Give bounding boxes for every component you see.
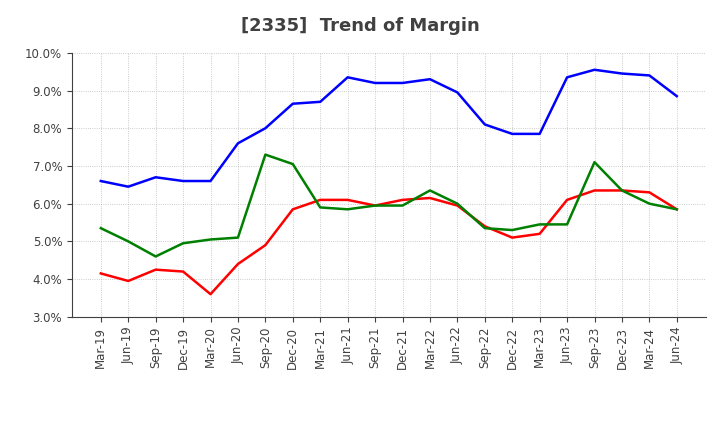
Net Income: [316, 197, 325, 202]
Operating Cashflow: [536, 222, 544, 227]
Operating Cashflow: [206, 237, 215, 242]
Ordinary Income: [398, 81, 407, 86]
Ordinary Income: [645, 73, 654, 78]
Net Income: [453, 203, 462, 208]
Net Income: [343, 197, 352, 202]
Ordinary Income: [96, 178, 105, 183]
Operating Cashflow: [453, 201, 462, 206]
Text: [2335]  Trend of Margin: [2335] Trend of Margin: [240, 18, 480, 35]
Net Income: [618, 188, 626, 193]
Operating Cashflow: [124, 239, 132, 244]
Net Income: [645, 190, 654, 195]
Net Income: [96, 271, 105, 276]
Operating Cashflow: [563, 222, 572, 227]
Ordinary Income: [151, 175, 160, 180]
Ordinary Income: [480, 122, 489, 127]
Ordinary Income: [289, 101, 297, 106]
Operating Cashflow: [316, 205, 325, 210]
Operating Cashflow: [289, 161, 297, 167]
Net Income: [563, 197, 572, 202]
Operating Cashflow: [179, 241, 187, 246]
Operating Cashflow: [426, 188, 434, 193]
Ordinary Income: [343, 75, 352, 80]
Operating Cashflow: [151, 254, 160, 259]
Line: Net Income: Net Income: [101, 191, 677, 294]
Net Income: [124, 279, 132, 284]
Net Income: [426, 195, 434, 201]
Ordinary Income: [206, 178, 215, 183]
Operating Cashflow: [590, 160, 599, 165]
Operating Cashflow: [233, 235, 242, 240]
Net Income: [179, 269, 187, 274]
Net Income: [398, 197, 407, 202]
Operating Cashflow: [398, 203, 407, 208]
Net Income: [151, 267, 160, 272]
Operating Cashflow: [645, 201, 654, 206]
Ordinary Income: [233, 141, 242, 146]
Ordinary Income: [672, 94, 681, 99]
Ordinary Income: [536, 131, 544, 136]
Operating Cashflow: [672, 207, 681, 212]
Operating Cashflow: [261, 152, 270, 157]
Operating Cashflow: [480, 226, 489, 231]
Net Income: [261, 242, 270, 248]
Ordinary Income: [508, 131, 516, 136]
Operating Cashflow: [371, 203, 379, 208]
Net Income: [536, 231, 544, 236]
Net Income: [233, 261, 242, 267]
Ordinary Income: [371, 81, 379, 86]
Net Income: [508, 235, 516, 240]
Net Income: [206, 292, 215, 297]
Net Income: [672, 207, 681, 212]
Line: Ordinary Income: Ordinary Income: [101, 70, 677, 187]
Net Income: [590, 188, 599, 193]
Ordinary Income: [124, 184, 132, 189]
Ordinary Income: [316, 99, 325, 104]
Ordinary Income: [618, 71, 626, 76]
Ordinary Income: [426, 77, 434, 82]
Operating Cashflow: [96, 226, 105, 231]
Operating Cashflow: [618, 188, 626, 193]
Ordinary Income: [453, 90, 462, 95]
Ordinary Income: [563, 75, 572, 80]
Ordinary Income: [261, 125, 270, 131]
Operating Cashflow: [343, 207, 352, 212]
Ordinary Income: [590, 67, 599, 73]
Operating Cashflow: [508, 227, 516, 233]
Net Income: [289, 207, 297, 212]
Line: Operating Cashflow: Operating Cashflow: [101, 154, 677, 257]
Ordinary Income: [179, 178, 187, 183]
Net Income: [371, 203, 379, 208]
Net Income: [480, 224, 489, 229]
